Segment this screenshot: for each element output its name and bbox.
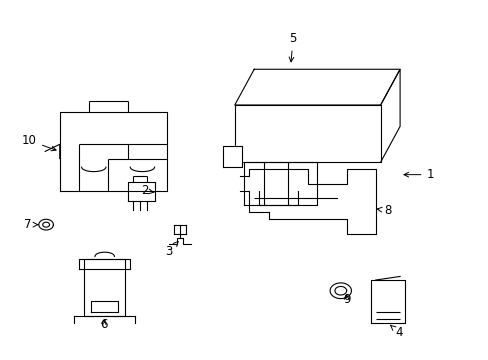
Text: 4: 4 — [389, 325, 402, 339]
Text: 5: 5 — [288, 32, 296, 62]
Polygon shape — [127, 182, 154, 202]
Text: 2: 2 — [141, 184, 154, 197]
Polygon shape — [370, 280, 404, 323]
Polygon shape — [234, 69, 399, 105]
Polygon shape — [84, 258, 125, 316]
Text: 3: 3 — [165, 242, 178, 258]
Text: 6: 6 — [100, 318, 107, 331]
Polygon shape — [234, 105, 380, 162]
Polygon shape — [222, 146, 242, 167]
Text: 7: 7 — [24, 218, 38, 231]
Text: 1: 1 — [403, 168, 433, 181]
Text: 9: 9 — [342, 293, 349, 306]
Polygon shape — [244, 162, 317, 205]
Text: 8: 8 — [376, 204, 391, 217]
Polygon shape — [380, 69, 399, 162]
Text: 10: 10 — [22, 134, 56, 151]
